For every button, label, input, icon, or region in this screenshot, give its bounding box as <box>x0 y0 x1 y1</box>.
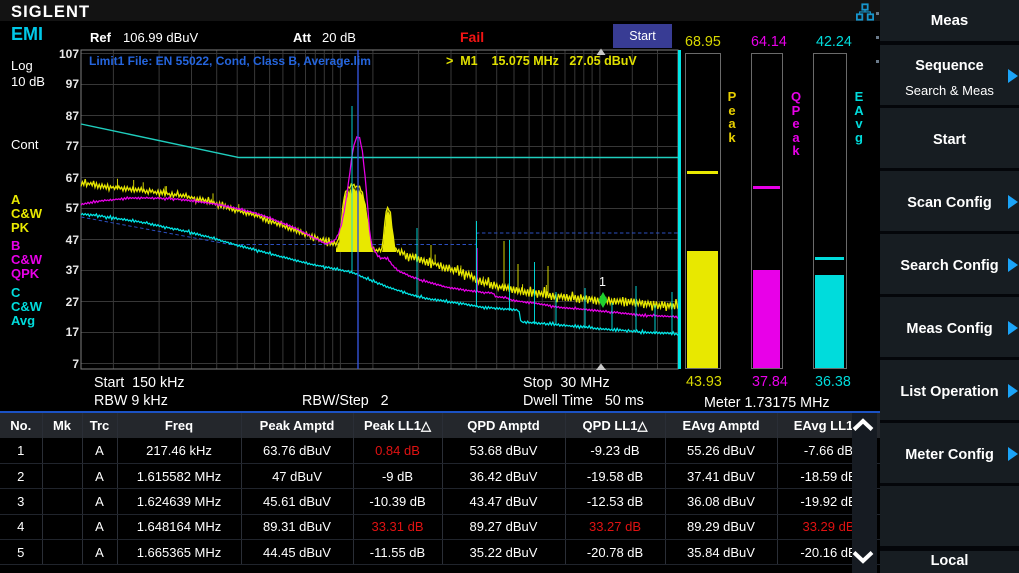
svg-text:1: 1 <box>599 275 606 289</box>
